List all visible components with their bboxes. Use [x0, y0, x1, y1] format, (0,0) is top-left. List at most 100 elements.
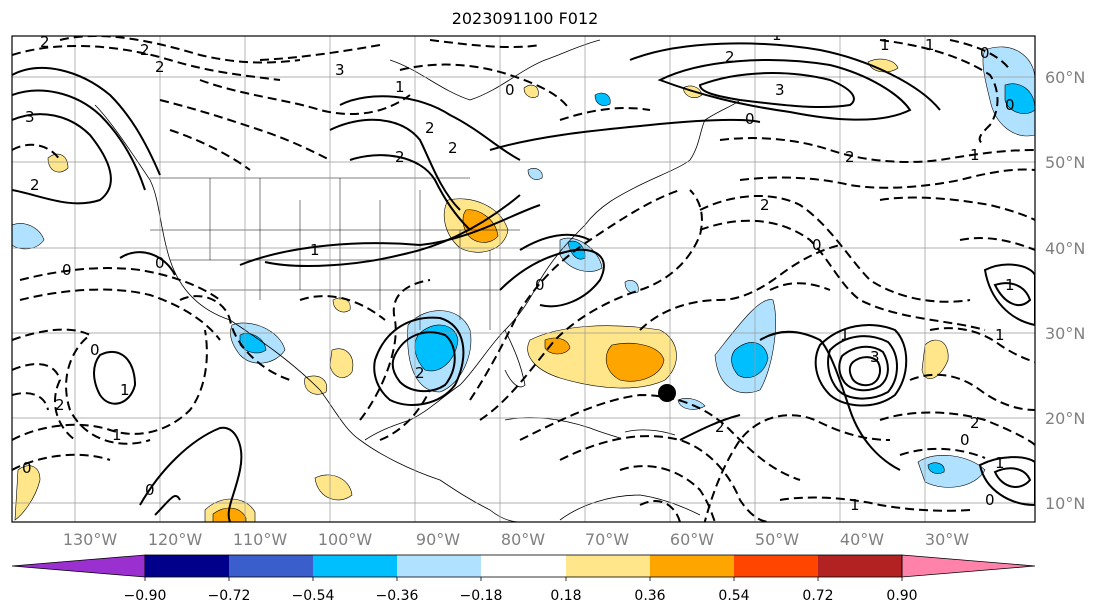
map-frame: [11, 35, 1036, 523]
contour-label: 1: [840, 326, 850, 344]
florida-coast: [504, 329, 526, 388]
positive-anomaly-small3: [523, 84, 539, 98]
colorbar-tick-labels: −0.90 −0.72 −0.54 −0.36 −0.18 0.18 0.36 …: [124, 588, 918, 604]
lat-label: 20°N: [1045, 409, 1085, 428]
contour-label: 3: [870, 348, 880, 366]
contour-label: 3: [25, 108, 35, 126]
colorbar-segment: [650, 555, 734, 577]
positive-anomaly-small2: [332, 297, 351, 313]
contour-label: 2: [425, 119, 435, 137]
latitude-labels: 60°N 50°N 40°N 30°N 20°N 10°N: [1045, 68, 1085, 513]
lat-label: 10°N: [1045, 494, 1085, 513]
lon-label: 30°W: [925, 530, 969, 549]
negative-anomaly-westpac: [12, 223, 45, 250]
colorbar-max-extend: [901, 554, 1036, 578]
colorbar: −0.90 −0.72 −0.54 −0.36 −0.18 0.18 0.36 …: [11, 554, 1036, 604]
contour-label: 0: [745, 110, 755, 128]
contour-label: 1: [772, 26, 782, 44]
south-america-coast: [559, 494, 701, 521]
contour-label: 3: [335, 61, 345, 79]
contour-label: 0: [960, 431, 970, 449]
negative-anomaly-small1: [594, 92, 611, 106]
storm-center-marker: [658, 384, 676, 402]
contour-label: 1: [925, 36, 935, 54]
north-america-coast: [94, 39, 741, 522]
contour-label: 0: [985, 491, 995, 509]
positive-anomaly-pacific2: [314, 474, 353, 501]
colorbar-tick-label: −0.72: [208, 588, 251, 604]
contour-label: 2: [395, 148, 405, 166]
contour-label: 0: [62, 261, 72, 279]
colorbar-segment: [145, 555, 229, 577]
lon-label: 70°W: [585, 530, 629, 549]
colorbar-segment: [566, 555, 650, 577]
contour-label: 0: [90, 341, 100, 359]
colorbar-segment: [481, 555, 566, 577]
colorbar-segment: [313, 555, 397, 577]
contour-label: 2: [845, 148, 855, 166]
contour-label: 2: [155, 58, 165, 76]
colorbar-min-extend: [11, 554, 146, 578]
colorbar-tick-label: 0.54: [718, 588, 749, 604]
contour-label: 1: [850, 496, 860, 514]
contour-label: 2: [715, 418, 725, 436]
colorbar-segment: [818, 555, 902, 577]
hispaniola-coast: [624, 429, 676, 436]
contour-label: 0: [535, 276, 545, 294]
contour-label: 2: [760, 196, 770, 214]
lon-label: 90°W: [416, 530, 460, 549]
colorbar-segment: [397, 555, 481, 577]
lat-label: 40°N: [1045, 239, 1085, 258]
contour-label: 1: [120, 381, 130, 399]
contour-label: 1: [395, 78, 405, 96]
contour-label: 1: [880, 36, 890, 54]
lon-label: 80°W: [501, 530, 545, 549]
lon-label: 100°W: [318, 530, 373, 549]
positive-contours: [12, 42, 1035, 522]
lon-label: 50°W: [755, 530, 799, 549]
contour-label: 2: [30, 176, 40, 194]
colorbar-tick-label: 0.90: [886, 588, 917, 604]
map-panel: [12, 36, 1035, 522]
lon-label: 110°W: [233, 530, 288, 549]
state-borders: [150, 177, 540, 330]
contour-label: 0: [155, 254, 165, 272]
lat-label: 60°N: [1045, 68, 1085, 87]
positive-anomaly-north: [867, 58, 899, 73]
positive-anomaly-greatlakes-core: [462, 209, 499, 243]
colorbar-tick-label: −0.90: [124, 588, 167, 604]
contour-label: 0: [980, 44, 990, 62]
positive-anomaly-atlantic-core: [605, 342, 665, 382]
contour-label: 2: [40, 33, 50, 51]
map-title: 2023091100 F012: [451, 9, 599, 28]
colorbar-tick-label: 0.36: [634, 588, 665, 604]
colorbar-tick-label: −0.54: [292, 588, 335, 604]
negative-anomaly-small4: [624, 280, 639, 294]
contour-label: 2: [415, 364, 425, 382]
contour-label: 1: [1005, 276, 1015, 294]
contour-label: 2: [725, 48, 735, 66]
contour-label: 1: [112, 426, 122, 444]
colorbar-segment: [734, 555, 818, 577]
colorbar-tick-label: 0.18: [550, 588, 581, 604]
lon-label: 40°W: [840, 530, 884, 549]
lon-label: 130°W: [63, 530, 118, 549]
contour-label: 2: [140, 41, 150, 59]
colorbar-tick-label: 0.72: [802, 588, 833, 604]
colorbar-segment: [229, 555, 313, 577]
contour-label: 1: [995, 454, 1005, 472]
positive-anomaly-gulf: [329, 348, 354, 378]
lon-label: 60°W: [670, 530, 714, 549]
colorbar-tick-marks: [144, 577, 903, 581]
lat-label: 30°N: [1045, 324, 1085, 343]
positive-anomaly-west: [14, 465, 41, 521]
contour-label: 1: [995, 326, 1005, 344]
lat-label: 50°N: [1045, 153, 1085, 172]
contour-label: 0: [145, 481, 155, 499]
negative-anomaly-southeast-core: [927, 462, 945, 474]
contour-label: 2: [448, 139, 458, 157]
lon-label: 120°W: [148, 530, 203, 549]
contour-label: 0: [505, 81, 515, 99]
contour-label: 0: [812, 236, 822, 254]
